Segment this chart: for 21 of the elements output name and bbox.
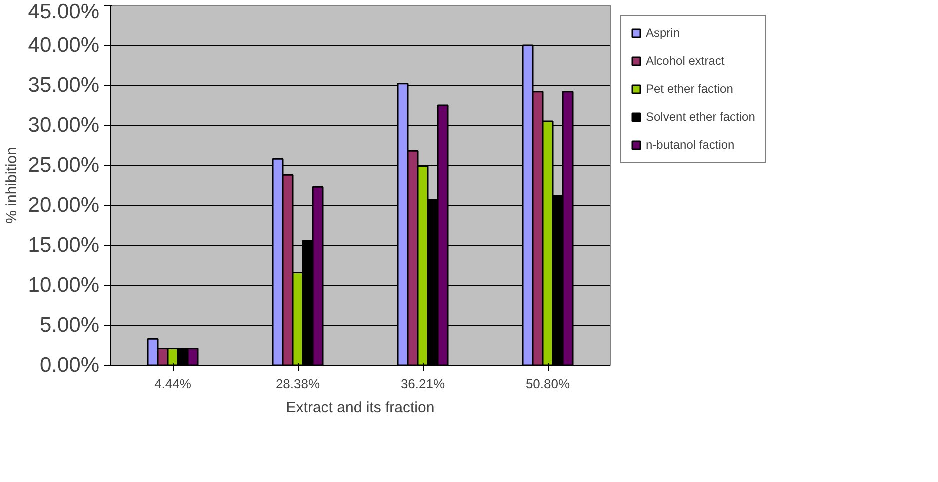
- legend-label: n-butanol faction: [646, 138, 735, 152]
- x-axis-title: Extract and its fraction: [286, 400, 435, 416]
- x-tick-label: 50.80%: [526, 376, 570, 392]
- x-tick-label: 4.44%: [154, 376, 192, 392]
- y-tick-label: 45.00%: [28, 0, 100, 24]
- legend-label: Pet ether faction: [646, 82, 734, 96]
- y-tick-label: 35.00%: [28, 74, 100, 97]
- x-tick-label: 36.21%: [400, 376, 446, 392]
- legend-label: Alcohol extract: [646, 54, 725, 68]
- y-tick-label: 40.00%: [28, 34, 100, 57]
- y-tick-label: 15.00%: [28, 234, 100, 257]
- y-tick-label: 5.00%: [40, 314, 100, 337]
- y-axis-title: % inhibition: [3, 147, 20, 224]
- y-tick-label: 10.00%: [28, 274, 100, 297]
- y-tick-label: 30.00%: [28, 114, 100, 137]
- y-tick-label: 20.00%: [28, 194, 100, 217]
- y-tick-label: 0.00%: [40, 354, 100, 377]
- legend-label: Solvent ether faction: [646, 110, 756, 124]
- x-tick-label: 28.38%: [276, 376, 320, 392]
- y-tick-label: 25.00%: [28, 154, 100, 177]
- legend-label: Asprin: [646, 26, 680, 40]
